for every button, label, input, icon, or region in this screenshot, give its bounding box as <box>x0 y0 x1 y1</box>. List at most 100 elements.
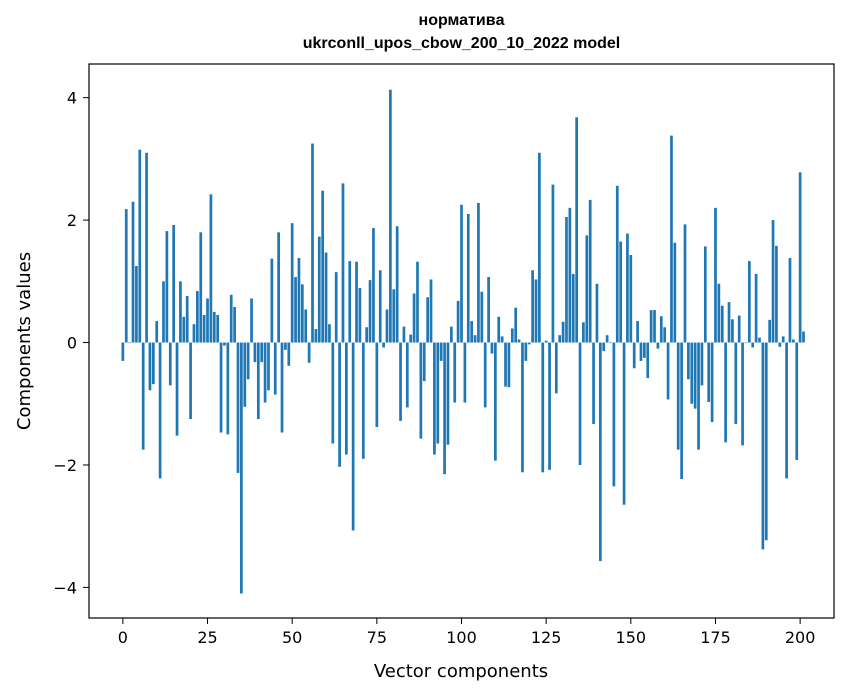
bar <box>328 324 331 343</box>
bar <box>124 209 128 343</box>
bar <box>585 235 589 343</box>
bar <box>419 342 423 439</box>
bar <box>659 316 663 343</box>
bar <box>510 328 514 343</box>
bar <box>138 149 142 343</box>
bar <box>575 117 578 343</box>
bar <box>649 310 653 343</box>
bar <box>676 342 680 450</box>
bar <box>538 152 541 343</box>
bar <box>311 143 314 343</box>
bar <box>236 342 240 473</box>
bar <box>321 190 325 343</box>
x-axis-ticks: 0 25 50 75 100 125 150 175 200 <box>118 618 816 647</box>
bar <box>480 291 484 343</box>
bar <box>240 342 243 594</box>
bar <box>399 342 402 421</box>
bar <box>168 342 172 386</box>
bar <box>494 342 497 461</box>
bar <box>443 342 446 475</box>
bar <box>595 283 599 343</box>
chart-subtitle: ukrconll_upos_cbow_200_10_2022 model <box>302 35 621 52</box>
bars-group <box>121 89 805 594</box>
y-tick-label: 2 <box>67 211 77 230</box>
bar <box>720 305 724 343</box>
bar <box>314 329 318 343</box>
bar <box>517 339 521 343</box>
x-tick-label: 100 <box>446 628 477 647</box>
x-tick-label: 175 <box>700 628 731 647</box>
bar <box>758 337 761 343</box>
bar <box>717 283 721 343</box>
bar <box>185 296 189 343</box>
bar <box>710 342 714 423</box>
bar <box>771 220 775 343</box>
bar <box>602 342 606 352</box>
bar <box>690 342 694 404</box>
bar <box>561 321 565 343</box>
bar <box>270 258 274 343</box>
bar <box>375 342 379 428</box>
bar <box>612 342 616 487</box>
bar <box>524 342 528 361</box>
bar <box>568 207 572 343</box>
bar <box>355 261 358 343</box>
x-tick-label: 200 <box>785 628 816 647</box>
bar <box>348 261 352 343</box>
bar <box>436 342 440 444</box>
bar <box>341 183 345 343</box>
bar <box>294 277 297 343</box>
bar <box>284 342 287 350</box>
bar <box>131 201 135 343</box>
bar <box>487 277 490 343</box>
bar <box>148 342 152 391</box>
bar <box>643 342 646 358</box>
bar <box>365 327 369 343</box>
bar <box>747 261 751 343</box>
bar <box>802 331 805 343</box>
bar <box>226 342 230 435</box>
bar <box>687 342 690 380</box>
bar <box>192 324 196 343</box>
bar <box>382 342 385 348</box>
x-tick-label: 150 <box>616 628 647 647</box>
bar <box>653 310 656 343</box>
bar <box>463 342 467 403</box>
bar <box>358 288 362 343</box>
bar <box>466 213 470 343</box>
bar <box>714 207 717 343</box>
bar <box>307 342 311 363</box>
bar <box>290 223 294 343</box>
bar <box>334 272 338 343</box>
bar <box>155 321 159 343</box>
bar <box>219 342 223 433</box>
bar <box>775 245 778 343</box>
bar <box>426 297 429 343</box>
bar <box>632 342 636 369</box>
bar <box>548 342 551 470</box>
y-tick-label: −4 <box>53 578 77 597</box>
bar <box>446 342 450 445</box>
bar <box>162 281 165 343</box>
bar <box>582 322 585 343</box>
bar <box>331 342 335 444</box>
bar <box>229 294 233 343</box>
bar <box>256 342 260 420</box>
bar <box>135 266 138 343</box>
bar <box>223 342 226 346</box>
bar <box>439 342 443 361</box>
bar <box>609 342 612 344</box>
bar <box>212 311 216 343</box>
bar <box>781 336 785 343</box>
bar <box>558 335 562 343</box>
bar <box>639 342 643 361</box>
x-tick-label: 75 <box>367 628 387 647</box>
bar <box>460 204 463 343</box>
bar <box>361 342 365 459</box>
bar <box>277 232 280 343</box>
bar <box>571 273 575 343</box>
bar <box>483 342 487 408</box>
bar <box>345 342 348 455</box>
